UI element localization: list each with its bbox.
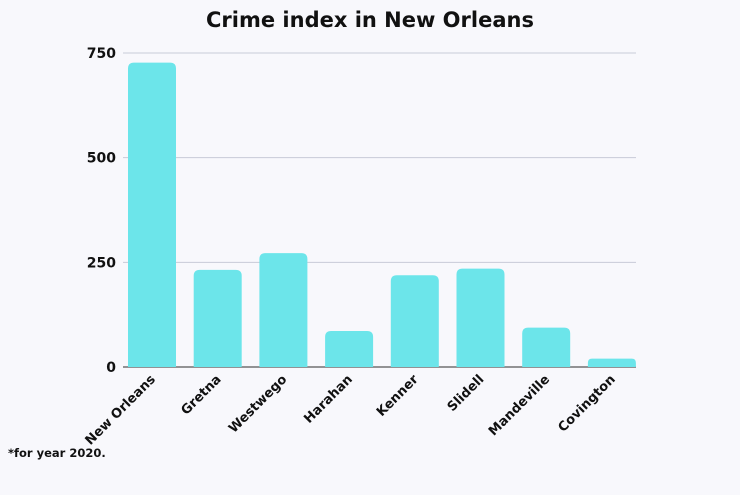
bar-slidell	[456, 268, 505, 367]
bar-harahan	[325, 330, 374, 367]
y-tick-label: 500	[87, 151, 116, 167]
bars	[128, 62, 636, 367]
x-tick-label: Gretna	[178, 372, 224, 418]
bar-westwego	[259, 253, 308, 367]
bar-gretna	[193, 269, 242, 367]
x-tick-label: Harahan	[301, 372, 356, 427]
bar-covington	[587, 358, 636, 367]
x-tick-label: Mandeville	[486, 372, 553, 439]
x-tick-label: Slidell	[445, 372, 488, 415]
bar-mandeville	[522, 327, 571, 367]
x-tick-label: Kenner	[374, 372, 422, 420]
bar-new-orleans	[128, 62, 176, 367]
y-tick-label: 750	[87, 46, 116, 62]
x-tick-label: Covington	[556, 372, 619, 435]
bar-kenner	[390, 275, 439, 367]
y-axis-ticks: 0 250 500 750	[87, 46, 116, 376]
y-tick-label: 250	[87, 255, 116, 271]
footnote: *for year 2020.	[8, 446, 106, 460]
x-axis-ticks: New Orleans Gretna Westwego Harahan Kenner Sl…	[83, 372, 619, 449]
chart-title: Crime index in New Orleans	[206, 8, 534, 32]
x-tick-label: Westwego	[226, 372, 290, 436]
y-tick-label: 0	[106, 360, 116, 376]
x-tick-label: New Orleans	[83, 372, 159, 448]
